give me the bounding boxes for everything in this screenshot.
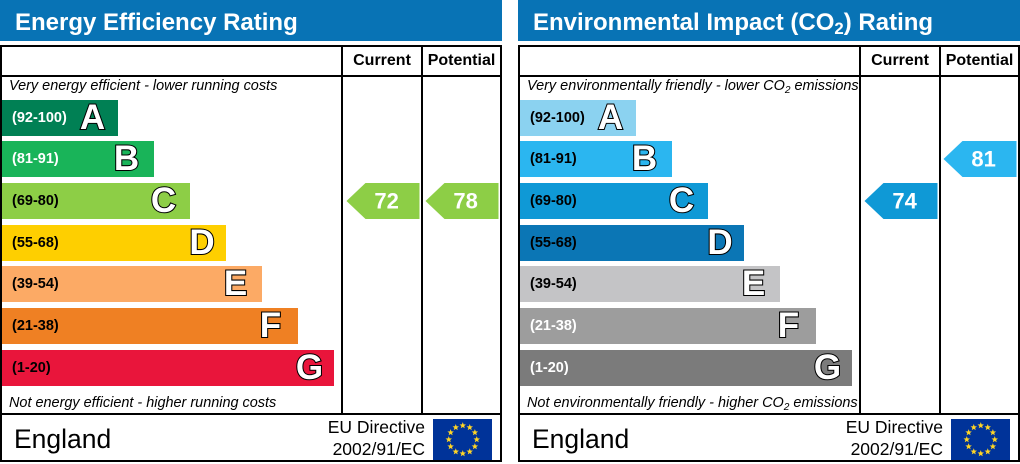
svg-text:D: D bbox=[707, 225, 732, 261]
svg-text:B: B bbox=[114, 141, 139, 177]
svg-text:81: 81 bbox=[971, 147, 995, 172]
svg-text:G: G bbox=[814, 350, 841, 386]
svg-text:A: A bbox=[598, 100, 623, 136]
svg-text:F: F bbox=[778, 308, 799, 344]
svg-text:72: 72 bbox=[374, 189, 398, 214]
svg-text:E: E bbox=[742, 266, 765, 302]
svg-text:78: 78 bbox=[453, 189, 477, 214]
svg-text:G: G bbox=[296, 350, 323, 386]
svg-text:D: D bbox=[189, 225, 214, 261]
svg-text:A: A bbox=[80, 100, 105, 136]
svg-text:C: C bbox=[151, 183, 176, 219]
svg-text:C: C bbox=[669, 183, 694, 219]
svg-text:F: F bbox=[260, 308, 281, 344]
svg-text:B: B bbox=[632, 141, 657, 177]
svg-text:E: E bbox=[224, 266, 247, 302]
svg-text:74: 74 bbox=[892, 189, 917, 214]
